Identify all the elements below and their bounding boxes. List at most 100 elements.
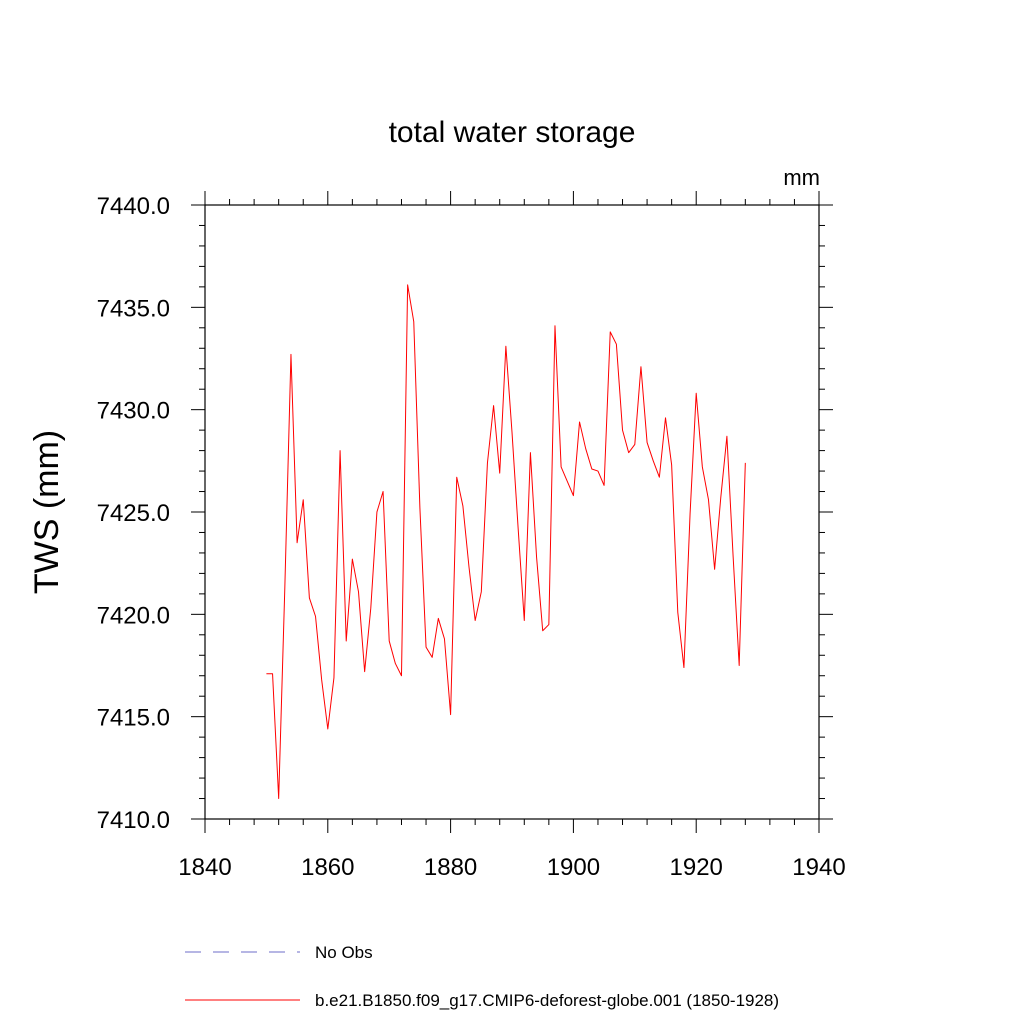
series-point xyxy=(395,663,396,664)
series-point xyxy=(401,675,402,676)
series-point xyxy=(444,638,445,639)
series-point xyxy=(376,511,377,512)
series-point xyxy=(714,569,715,570)
series-point xyxy=(591,468,592,469)
series-point xyxy=(481,591,482,592)
units-label: mm xyxy=(783,165,820,190)
series-point xyxy=(573,495,574,496)
series-point xyxy=(640,366,641,367)
series-point xyxy=(266,673,267,674)
y-tick-label: 7420.0 xyxy=(97,602,170,629)
series-point xyxy=(542,630,543,631)
series-point xyxy=(610,331,611,332)
y-tick-label: 7415.0 xyxy=(97,705,170,732)
series-point xyxy=(683,667,684,668)
series-point xyxy=(518,528,519,529)
series-point xyxy=(689,513,690,514)
series-point xyxy=(419,507,420,508)
series-point xyxy=(389,640,390,641)
legend-label-no-obs: No Obs xyxy=(315,943,373,962)
y-tick-label: 7410.0 xyxy=(97,807,170,834)
series-point xyxy=(303,499,304,500)
series-point xyxy=(567,481,568,482)
series-point xyxy=(487,462,488,463)
series-point xyxy=(315,616,316,617)
series-layer xyxy=(266,284,746,800)
y-tick-label: 7440.0 xyxy=(97,193,170,220)
series-point xyxy=(413,321,414,322)
series-point xyxy=(646,442,647,443)
x-tick-label: 1900 xyxy=(547,854,600,881)
series-point xyxy=(278,798,279,799)
series-point xyxy=(438,618,439,619)
series-point xyxy=(579,421,580,422)
series-point xyxy=(505,346,506,347)
series-point xyxy=(536,556,537,557)
series-point xyxy=(407,284,408,285)
series-point xyxy=(554,325,555,326)
series-point xyxy=(585,448,586,449)
series-point xyxy=(524,620,525,621)
series-point xyxy=(309,597,310,598)
series-point xyxy=(653,460,654,461)
axis-tick-labels: 1840 1860 1880 1900 1920 1940 7410.0 7415.0 7420… xyxy=(97,193,846,881)
legend-label-model-run: b.e21.B1850.f09_g17.CMIP6-deforest-globe… xyxy=(315,991,779,1010)
series-point xyxy=(702,466,703,467)
series-point xyxy=(327,728,328,729)
x-tick-label: 1920 xyxy=(670,854,723,881)
series-point xyxy=(511,432,512,433)
series-point xyxy=(499,473,500,474)
series-point xyxy=(290,354,291,355)
series-point xyxy=(272,673,273,674)
series-point xyxy=(456,477,457,478)
series-point xyxy=(561,466,562,467)
series-point xyxy=(720,497,721,498)
series-point xyxy=(425,646,426,647)
series-line xyxy=(266,284,746,800)
y-tick-label: 7425.0 xyxy=(97,500,170,527)
x-tick-label: 1880 xyxy=(424,854,477,881)
series-point xyxy=(604,485,605,486)
series-point xyxy=(468,567,469,568)
series-point xyxy=(696,393,697,394)
series-point xyxy=(665,417,666,418)
series-point xyxy=(671,464,672,465)
x-tick-label: 1940 xyxy=(792,854,845,881)
series-point xyxy=(462,505,463,506)
series-point xyxy=(297,542,298,543)
series-point xyxy=(530,452,531,453)
series-point xyxy=(628,452,629,453)
series-point xyxy=(346,640,347,641)
legend: No Obs b.e21.B1850.f09_g17.CMIP6-defores… xyxy=(185,943,779,1010)
series-point xyxy=(708,499,709,500)
series-point xyxy=(450,714,451,715)
series-point xyxy=(739,665,740,666)
plot-frame xyxy=(204,204,820,820)
series-point xyxy=(726,436,727,437)
series-point xyxy=(493,405,494,406)
series-point xyxy=(370,608,371,609)
series-point xyxy=(616,344,617,345)
series-point xyxy=(358,591,359,592)
axis-ticks xyxy=(191,191,833,833)
series-point xyxy=(677,612,678,613)
series-point xyxy=(622,430,623,431)
series-point xyxy=(339,450,340,451)
series-point xyxy=(475,620,476,621)
series-point xyxy=(333,677,334,678)
series-point xyxy=(382,491,383,492)
x-tick-label: 1840 xyxy=(178,854,231,881)
x-tick-label: 1860 xyxy=(301,854,354,881)
series-point xyxy=(634,444,635,445)
series-point xyxy=(321,679,322,680)
series-point xyxy=(284,587,285,588)
chart-title: total water storage xyxy=(389,116,636,149)
series-point xyxy=(352,558,353,559)
series-point xyxy=(659,477,660,478)
y-axis-label: TWS (mm) xyxy=(28,430,66,594)
series-point xyxy=(364,671,365,672)
series-point xyxy=(732,554,733,555)
y-tick-label: 7430.0 xyxy=(97,398,170,425)
series-point xyxy=(597,470,598,471)
